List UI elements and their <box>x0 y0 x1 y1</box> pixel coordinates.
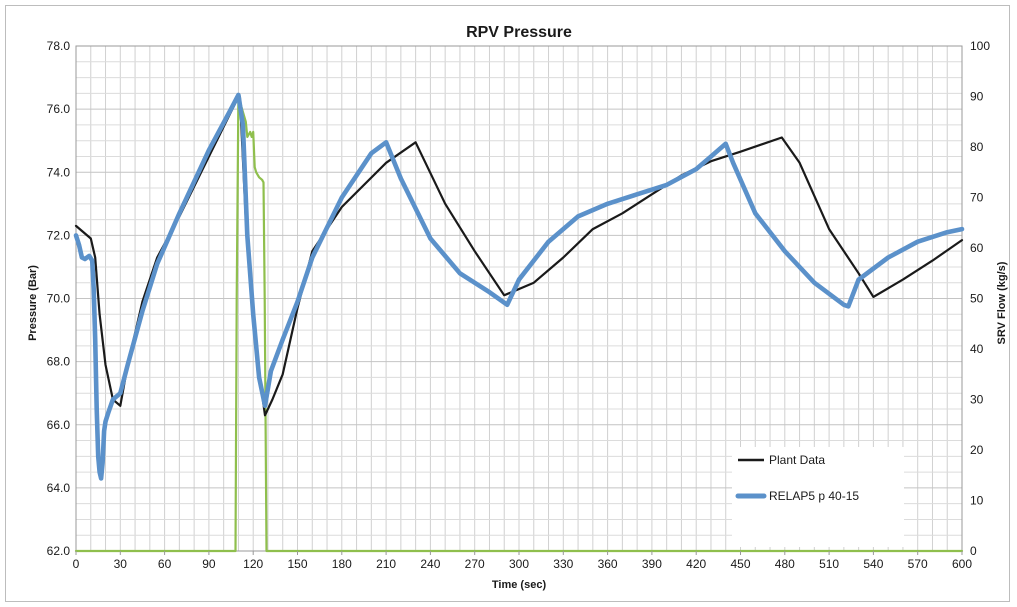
x-tick-label: 150 <box>287 557 307 571</box>
series-layer <box>73 92 965 553</box>
x-tick-label: 330 <box>553 557 573 571</box>
y2-tick-label: 60 <box>970 241 984 255</box>
x-tick-label: 420 <box>686 557 706 571</box>
y2-tick-label: 100 <box>970 39 990 53</box>
x-tick-label: 480 <box>775 557 795 571</box>
chart-title: RPV Pressure <box>466 24 572 41</box>
y-tick-label: 74.0 <box>47 165 71 179</box>
y2-axis-title: SRV Flow (kg/s) <box>996 261 1008 344</box>
x-tick-label: 30 <box>114 557 128 571</box>
x-tick-label: 60 <box>158 557 172 571</box>
y-tick-label: 70.0 <box>47 292 71 306</box>
x-tick-label: 90 <box>202 557 216 571</box>
series-relap5 <box>73 92 965 481</box>
y-tick-label: 68.0 <box>47 355 71 369</box>
x-tick-label: 300 <box>509 557 529 571</box>
y2-tick-label: 80 <box>970 140 984 154</box>
y-tick-label: 78.0 <box>47 39 71 53</box>
series-srv-flow <box>74 95 964 553</box>
y2-tick-label: 40 <box>970 342 984 356</box>
x-tick-label: 510 <box>819 557 839 571</box>
x-tick-label: 120 <box>243 557 263 571</box>
chart-svg: 0 30 60 90 120 150 180 210 240 270 300 330 360 390 420… <box>27 24 1008 591</box>
y-tick-label: 72.0 <box>47 228 71 242</box>
y-tick-label: 64.0 <box>47 481 71 495</box>
x-tick-label: 600 <box>952 557 972 571</box>
x-tick-label: 570 <box>908 557 928 571</box>
y2-tick-label: 70 <box>970 191 984 205</box>
y-tick-label: 62.0 <box>47 544 71 558</box>
x-tick-label: 390 <box>642 557 662 571</box>
x-axis-title: Time (sec) <box>492 579 547 591</box>
legend-label-plant-data: Plant Data <box>769 453 825 467</box>
y-tick-label: 66.0 <box>47 418 71 432</box>
x-tick-label: 180 <box>332 557 352 571</box>
x-tick-label: 270 <box>465 557 485 571</box>
ticks-layer: 0 30 60 90 120 150 180 210 240 270 300 330 360 390 420… <box>47 39 991 571</box>
y2-tick-label: 20 <box>970 443 984 457</box>
x-tick-label: 210 <box>376 557 396 571</box>
x-tick-label: 240 <box>420 557 440 571</box>
y-tick-label: 76.0 <box>47 102 71 116</box>
y-axis-title: Pressure (Bar) <box>27 265 39 341</box>
y2-tick-label: 90 <box>970 90 984 104</box>
y2-tick-label: 50 <box>970 292 984 306</box>
y2-tick-label: 0 <box>970 544 977 558</box>
x-tick-label: 450 <box>730 557 750 571</box>
gridlines <box>76 46 962 551</box>
legend: Plant Data RELAP5 p 40-15 <box>732 447 904 547</box>
x-tick-label: 360 <box>598 557 618 571</box>
y2-tick-label: 10 <box>970 494 984 508</box>
x-tick-label: 540 <box>863 557 883 571</box>
y2-tick-label: 30 <box>970 393 984 407</box>
x-tick-label: 0 <box>73 557 80 571</box>
legend-label-relap5: RELAP5 p 40-15 <box>769 489 859 503</box>
chart-frame: 0 30 60 90 120 150 180 210 240 270 300 330 360 390 420… <box>5 5 1010 602</box>
